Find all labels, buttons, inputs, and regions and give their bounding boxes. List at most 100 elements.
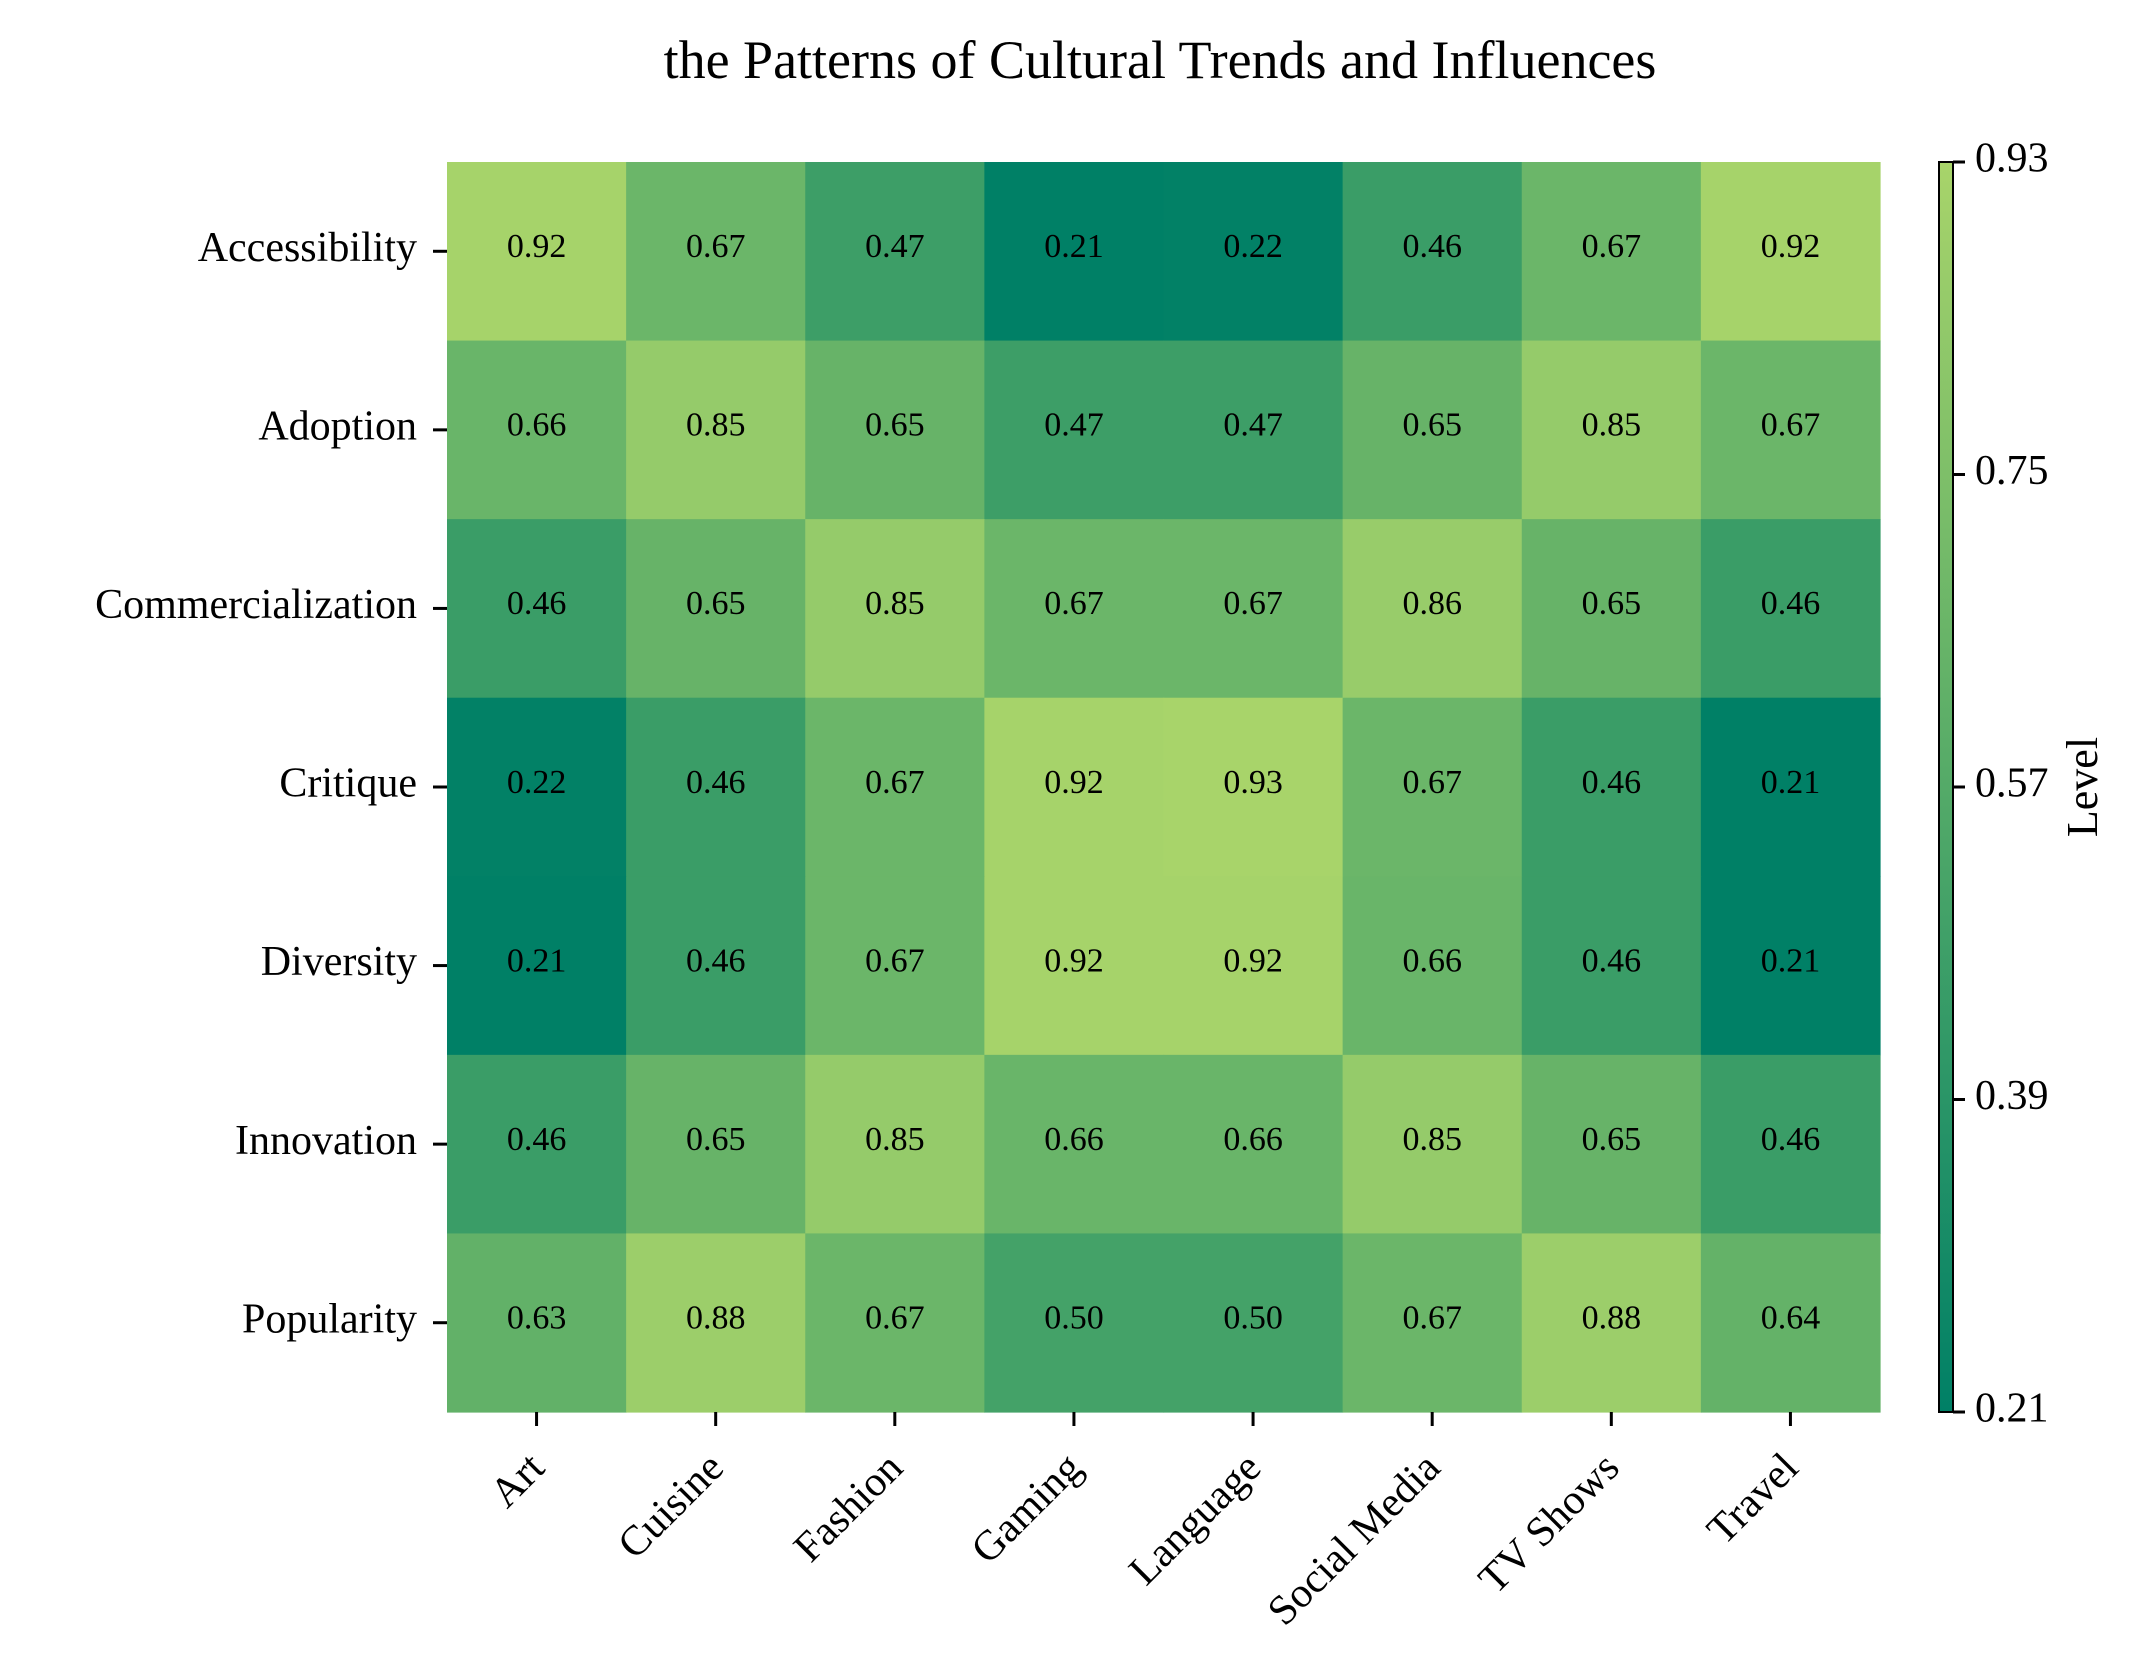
cell-value-label: 0.47 <box>1044 407 1104 444</box>
cell-value-label: 0.67 <box>1582 228 1642 265</box>
cell-value-label: 0.47 <box>865 228 925 265</box>
heatmap-cell <box>805 1054 985 1235</box>
cell-value-label: 0.46 <box>1402 228 1462 265</box>
heatmap-cell <box>1700 162 1881 342</box>
cell-value-label: 0.92 <box>1044 942 1104 979</box>
heatmap-cell <box>984 162 1165 342</box>
heatmap-cell <box>984 1054 1165 1235</box>
cell-value-label: 0.66 <box>1044 1121 1104 1158</box>
y-tick-label: Adoption <box>258 403 417 449</box>
heatmap-cell <box>805 697 985 877</box>
cell-value-label: 0.67 <box>865 942 925 979</box>
colorbar-gradient <box>1938 161 1954 1413</box>
heatmap-cell <box>1700 519 1881 699</box>
cell-value-label: 0.65 <box>1582 585 1642 622</box>
colorbar-tick-label: 0.75 <box>1975 448 2049 494</box>
heatmap-cell <box>1521 519 1702 699</box>
cell-value-label: 0.50 <box>1044 1300 1104 1337</box>
cell-value-label: 0.67 <box>1044 585 1104 622</box>
heatmap-cell <box>447 697 627 877</box>
heatmap-cell <box>984 340 1165 520</box>
colorbar-tick-label: 0.57 <box>1975 761 2049 807</box>
x-tick-label: Fashion <box>785 1445 912 1572</box>
heatmap-cell <box>1163 162 1344 342</box>
cell-value-label: 0.66 <box>1223 1121 1283 1158</box>
y-axis: Accessibility Adoption Commercialization Cr… <box>95 225 447 1342</box>
colorbar-tick-label: 0.21 <box>1975 1386 2049 1432</box>
heatmap-cell <box>805 162 985 342</box>
heatmap-cell <box>1342 340 1523 520</box>
heatmap-cell <box>1521 340 1702 520</box>
heatmap-cell <box>1342 1233 1523 1413</box>
x-tick-label: TV Shows <box>1470 1445 1628 1603</box>
x-tick-label: Cuisine <box>609 1445 732 1568</box>
chart-title: the Patterns of Cultural Trends and Infl… <box>664 30 1657 90</box>
heatmap-cell <box>1163 340 1344 520</box>
cell-value-label: 0.46 <box>686 942 746 979</box>
cell-value-label: 0.92 <box>507 228 567 265</box>
cell-value-label: 0.92 <box>1761 228 1821 265</box>
cell-value-label: 0.67 <box>865 764 925 801</box>
heatmap-cell <box>626 876 806 1056</box>
x-tick-label: Gaming <box>963 1445 1091 1573</box>
cell-value-label: 0.46 <box>1582 764 1642 801</box>
colorbar-label: Level <box>2058 737 2107 837</box>
cell-value-label: 0.88 <box>686 1300 746 1337</box>
heatmap-cell <box>1700 340 1881 520</box>
cell-value-label: 0.46 <box>686 764 746 801</box>
cell-value-label: 0.67 <box>686 228 746 265</box>
cell-value-label: 0.21 <box>1761 942 1821 979</box>
cell-value-label: 0.65 <box>1402 407 1462 444</box>
heatmap-cell <box>447 1054 627 1235</box>
x-tick-label: Language <box>1121 1445 1271 1595</box>
heatmap-cell <box>447 519 627 699</box>
x-tick-label: Social Media <box>1259 1444 1449 1634</box>
heatmap-cell <box>1163 697 1344 877</box>
heatmap-cell <box>805 519 985 699</box>
cell-value-label: 0.92 <box>1044 764 1104 801</box>
heatmap-cell <box>984 697 1165 877</box>
cell-value-label: 0.22 <box>507 764 567 801</box>
heatmap-cell-labels: 0.92 0.67 0.47 0.21 0.22 0.46 0.67 0.92 0.66 0.85… <box>507 228 1820 1336</box>
cell-value-label: 0.85 <box>686 407 746 444</box>
heatmap-cell <box>1700 697 1881 877</box>
cell-value-label: 0.92 <box>1223 942 1283 979</box>
cell-value-label: 0.64 <box>1761 1300 1821 1337</box>
heatmap-cell <box>1342 519 1523 699</box>
heatmap-cell <box>1700 876 1881 1056</box>
cell-value-label: 0.65 <box>686 585 746 622</box>
cell-value-label: 0.85 <box>1582 407 1642 444</box>
heatmap-cell <box>1521 162 1702 342</box>
heatmap-cell <box>1700 1054 1881 1235</box>
heatmap-cell <box>1342 1054 1523 1235</box>
y-tick-label: Accessibility <box>198 225 417 271</box>
colorbar: 0.21 0.39 0.57 0.75 0.93 Level <box>1938 136 2107 1432</box>
heatmap-cell <box>447 340 627 520</box>
heatmap-cell <box>626 697 806 877</box>
heatmap-cell <box>805 340 985 520</box>
x-tick-label: Art <box>482 1444 554 1516</box>
heatmap-cell <box>1163 519 1344 699</box>
heatmap-cell <box>626 162 806 342</box>
heatmap-cell <box>626 1233 806 1413</box>
cell-value-label: 0.67 <box>1761 407 1821 444</box>
cell-value-label: 0.65 <box>1582 1121 1642 1158</box>
cell-value-label: 0.21 <box>1761 764 1821 801</box>
y-tick-label: Critique <box>279 761 417 807</box>
cell-value-label: 0.22 <box>1223 228 1283 265</box>
heatmap-cell <box>626 1054 806 1235</box>
cell-value-label: 0.63 <box>507 1300 567 1337</box>
cell-value-label: 0.67 <box>1223 585 1283 622</box>
heatmap-cell <box>447 162 627 342</box>
cell-value-label: 0.66 <box>507 407 567 444</box>
heatmap-cell <box>1700 1233 1881 1413</box>
heatmap-cell <box>1342 876 1523 1056</box>
heatmap-cell <box>984 519 1165 699</box>
heatmap-cell <box>1342 162 1523 342</box>
cell-value-label: 0.67 <box>865 1300 925 1337</box>
heatmap-cell <box>1163 876 1344 1056</box>
heatmap-cell <box>805 876 985 1056</box>
cell-value-label: 0.85 <box>865 585 925 622</box>
cell-value-label: 0.86 <box>1402 585 1462 622</box>
